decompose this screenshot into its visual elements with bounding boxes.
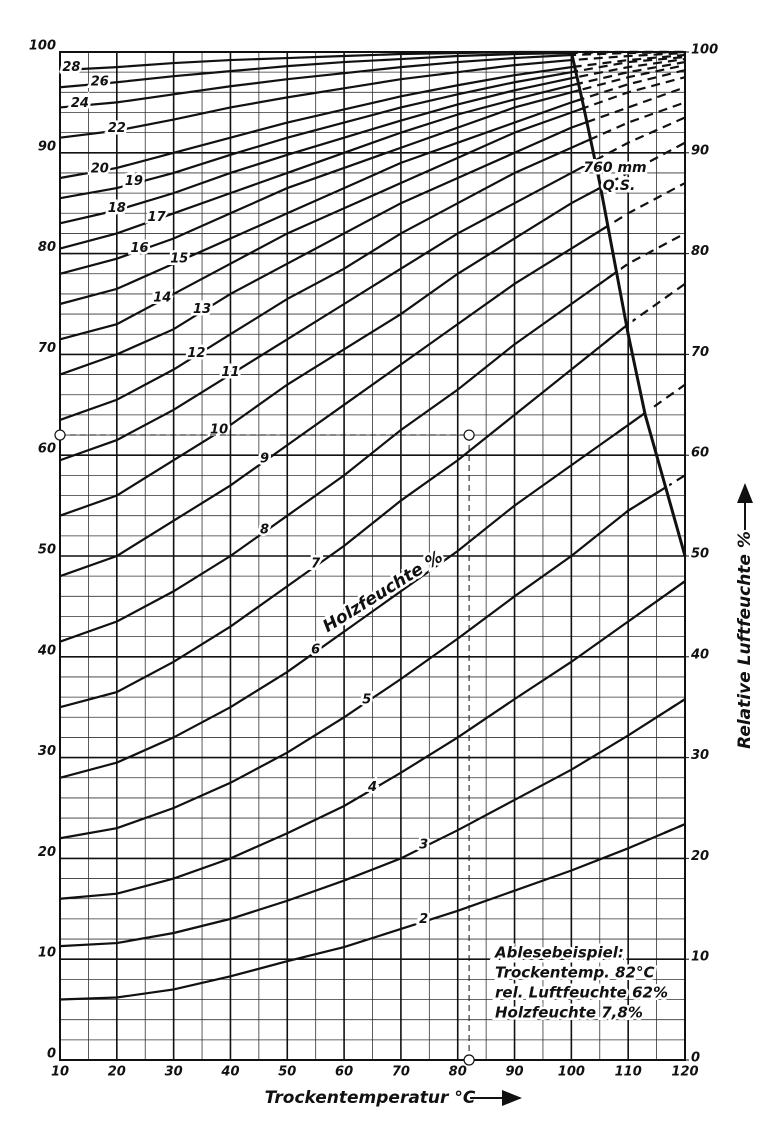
y2-tick-label: 90 <box>691 143 709 158</box>
y-tick-label: 30 <box>38 744 56 759</box>
x-tick-label: 90 <box>505 1065 523 1080</box>
x-tick-label: 60 <box>335 1065 353 1080</box>
series-extension <box>571 51 686 139</box>
series-label: 13 <box>193 302 211 317</box>
series-label: 6 <box>311 642 320 657</box>
x-tick-label: 100 <box>558 1065 585 1080</box>
series-label: 26 <box>91 74 109 89</box>
x-axis-title: Trockentemperatur °C <box>265 1088 476 1108</box>
y2-tick-label: 70 <box>691 345 709 360</box>
x-tick-label: 40 <box>220 1065 239 1080</box>
series-label: 12 <box>187 346 205 361</box>
y-tick-label: 70 <box>38 341 56 356</box>
y-tick-label: 80 <box>38 240 56 255</box>
series-label: 17 <box>148 210 167 225</box>
boundary-label: 760 mm <box>583 160 646 176</box>
boundary-label: Q.S. <box>603 178 636 194</box>
series-label: 5 <box>362 692 371 707</box>
y-tick-label: 90 <box>38 139 56 154</box>
series-line <box>59 116 686 462</box>
example-text: rel. Luftfeuchte 62% <box>495 984 668 1002</box>
series-label: 18 <box>108 201 126 216</box>
y-tick-label: 100 <box>29 39 56 54</box>
y2-tick-label: 80 <box>691 244 709 259</box>
y2-axis-title: Relative Luftfeuchte % <box>735 531 755 749</box>
series-label: 15 <box>170 252 188 267</box>
x-tick-label: 30 <box>165 1065 183 1080</box>
y2-tick-label: 10 <box>691 950 709 965</box>
series-extension <box>571 57 686 225</box>
series-line <box>59 101 686 421</box>
y-tick-label: 10 <box>38 946 56 961</box>
boundary-line <box>569 51 687 557</box>
series-extension <box>571 60 686 250</box>
example-point <box>54 429 66 441</box>
y-tick-label: 0 <box>47 1047 56 1062</box>
series-line <box>59 474 686 840</box>
series-label: 19 <box>125 174 143 189</box>
y-tick-label: 40 <box>37 643 56 658</box>
series-line <box>59 823 686 1001</box>
series-label: 7 <box>311 557 321 572</box>
y2-tick-label: 50 <box>691 547 709 562</box>
y2-tick-label: 40 <box>690 647 709 662</box>
series-line <box>59 282 686 709</box>
annotation: Holzfeuchte % <box>319 547 446 637</box>
x-tick-label: 10 <box>51 1065 69 1080</box>
series-label: 11 <box>221 365 239 380</box>
series-label: 16 <box>130 241 148 256</box>
example-text: Ablesebeispiel: <box>494 944 624 962</box>
example-text: Holzfeuchte 7,8% <box>495 1004 643 1022</box>
y2-tick-label: 100 <box>691 43 718 58</box>
x-tick-label: 20 <box>108 1065 126 1080</box>
y-tick-label: 60 <box>38 442 56 457</box>
series-label: 28 <box>62 60 80 75</box>
x-tick-label: 70 <box>392 1065 410 1080</box>
series-extension <box>571 76 686 341</box>
series-line <box>59 141 686 517</box>
series-line <box>59 698 686 948</box>
series-label: 8 <box>260 522 269 537</box>
x-tick-label: 80 <box>449 1065 467 1080</box>
y-tick-label: 20 <box>38 845 56 860</box>
series-label: 3 <box>419 838 428 853</box>
x-tick-label: 110 <box>615 1065 642 1080</box>
series-label: 20 <box>91 161 109 176</box>
y2-tick-label: 0 <box>691 1051 700 1066</box>
example-point <box>463 429 475 441</box>
y-tick-label: 50 <box>38 543 56 558</box>
series-label: 24 <box>71 96 89 111</box>
series-label: 4 <box>367 780 377 795</box>
series-line <box>59 182 686 578</box>
series-line <box>59 232 686 643</box>
series-label: 9 <box>260 452 269 467</box>
series-extension <box>571 53 686 180</box>
series-line <box>59 580 686 900</box>
y2-tick-label: 60 <box>691 446 709 461</box>
y2-tick-label: 20 <box>691 849 709 864</box>
x-tick-label: 120 <box>671 1065 698 1080</box>
series-label: 2 <box>419 912 428 927</box>
example-point <box>463 1054 475 1066</box>
y2-tick-label: 30 <box>691 748 709 763</box>
series-label: 14 <box>153 290 171 305</box>
series-line <box>59 383 686 779</box>
series-label: 22 <box>108 121 126 136</box>
series-extension <box>571 86 686 376</box>
example-text: Trockentemp. 82°C <box>495 964 655 982</box>
x-tick-label: 50 <box>278 1065 296 1080</box>
